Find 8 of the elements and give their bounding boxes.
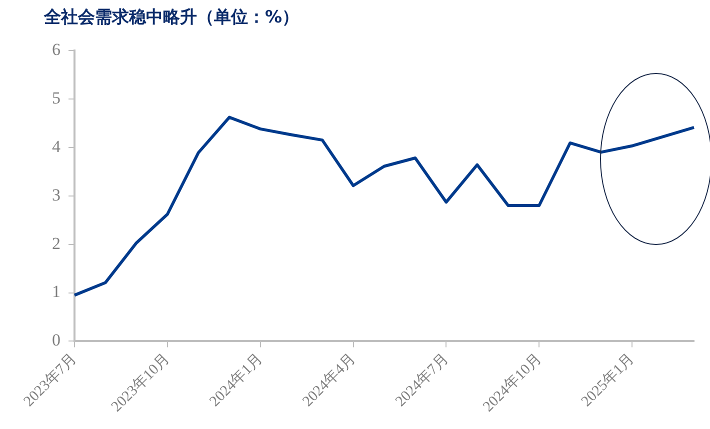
chart-title: 全社会需求稳中略升（单位：%） (43, 8, 300, 28)
y-tick-label: 5 (52, 88, 60, 108)
y-tick-label: 6 (52, 40, 60, 59)
y-tick-label: 0 (52, 330, 60, 350)
y-tick-label: 1 (52, 282, 60, 302)
y-tick-label: 2 (52, 234, 60, 253)
y-tick-label: 3 (52, 185, 60, 204)
y-tick-label: 4 (52, 136, 61, 156)
